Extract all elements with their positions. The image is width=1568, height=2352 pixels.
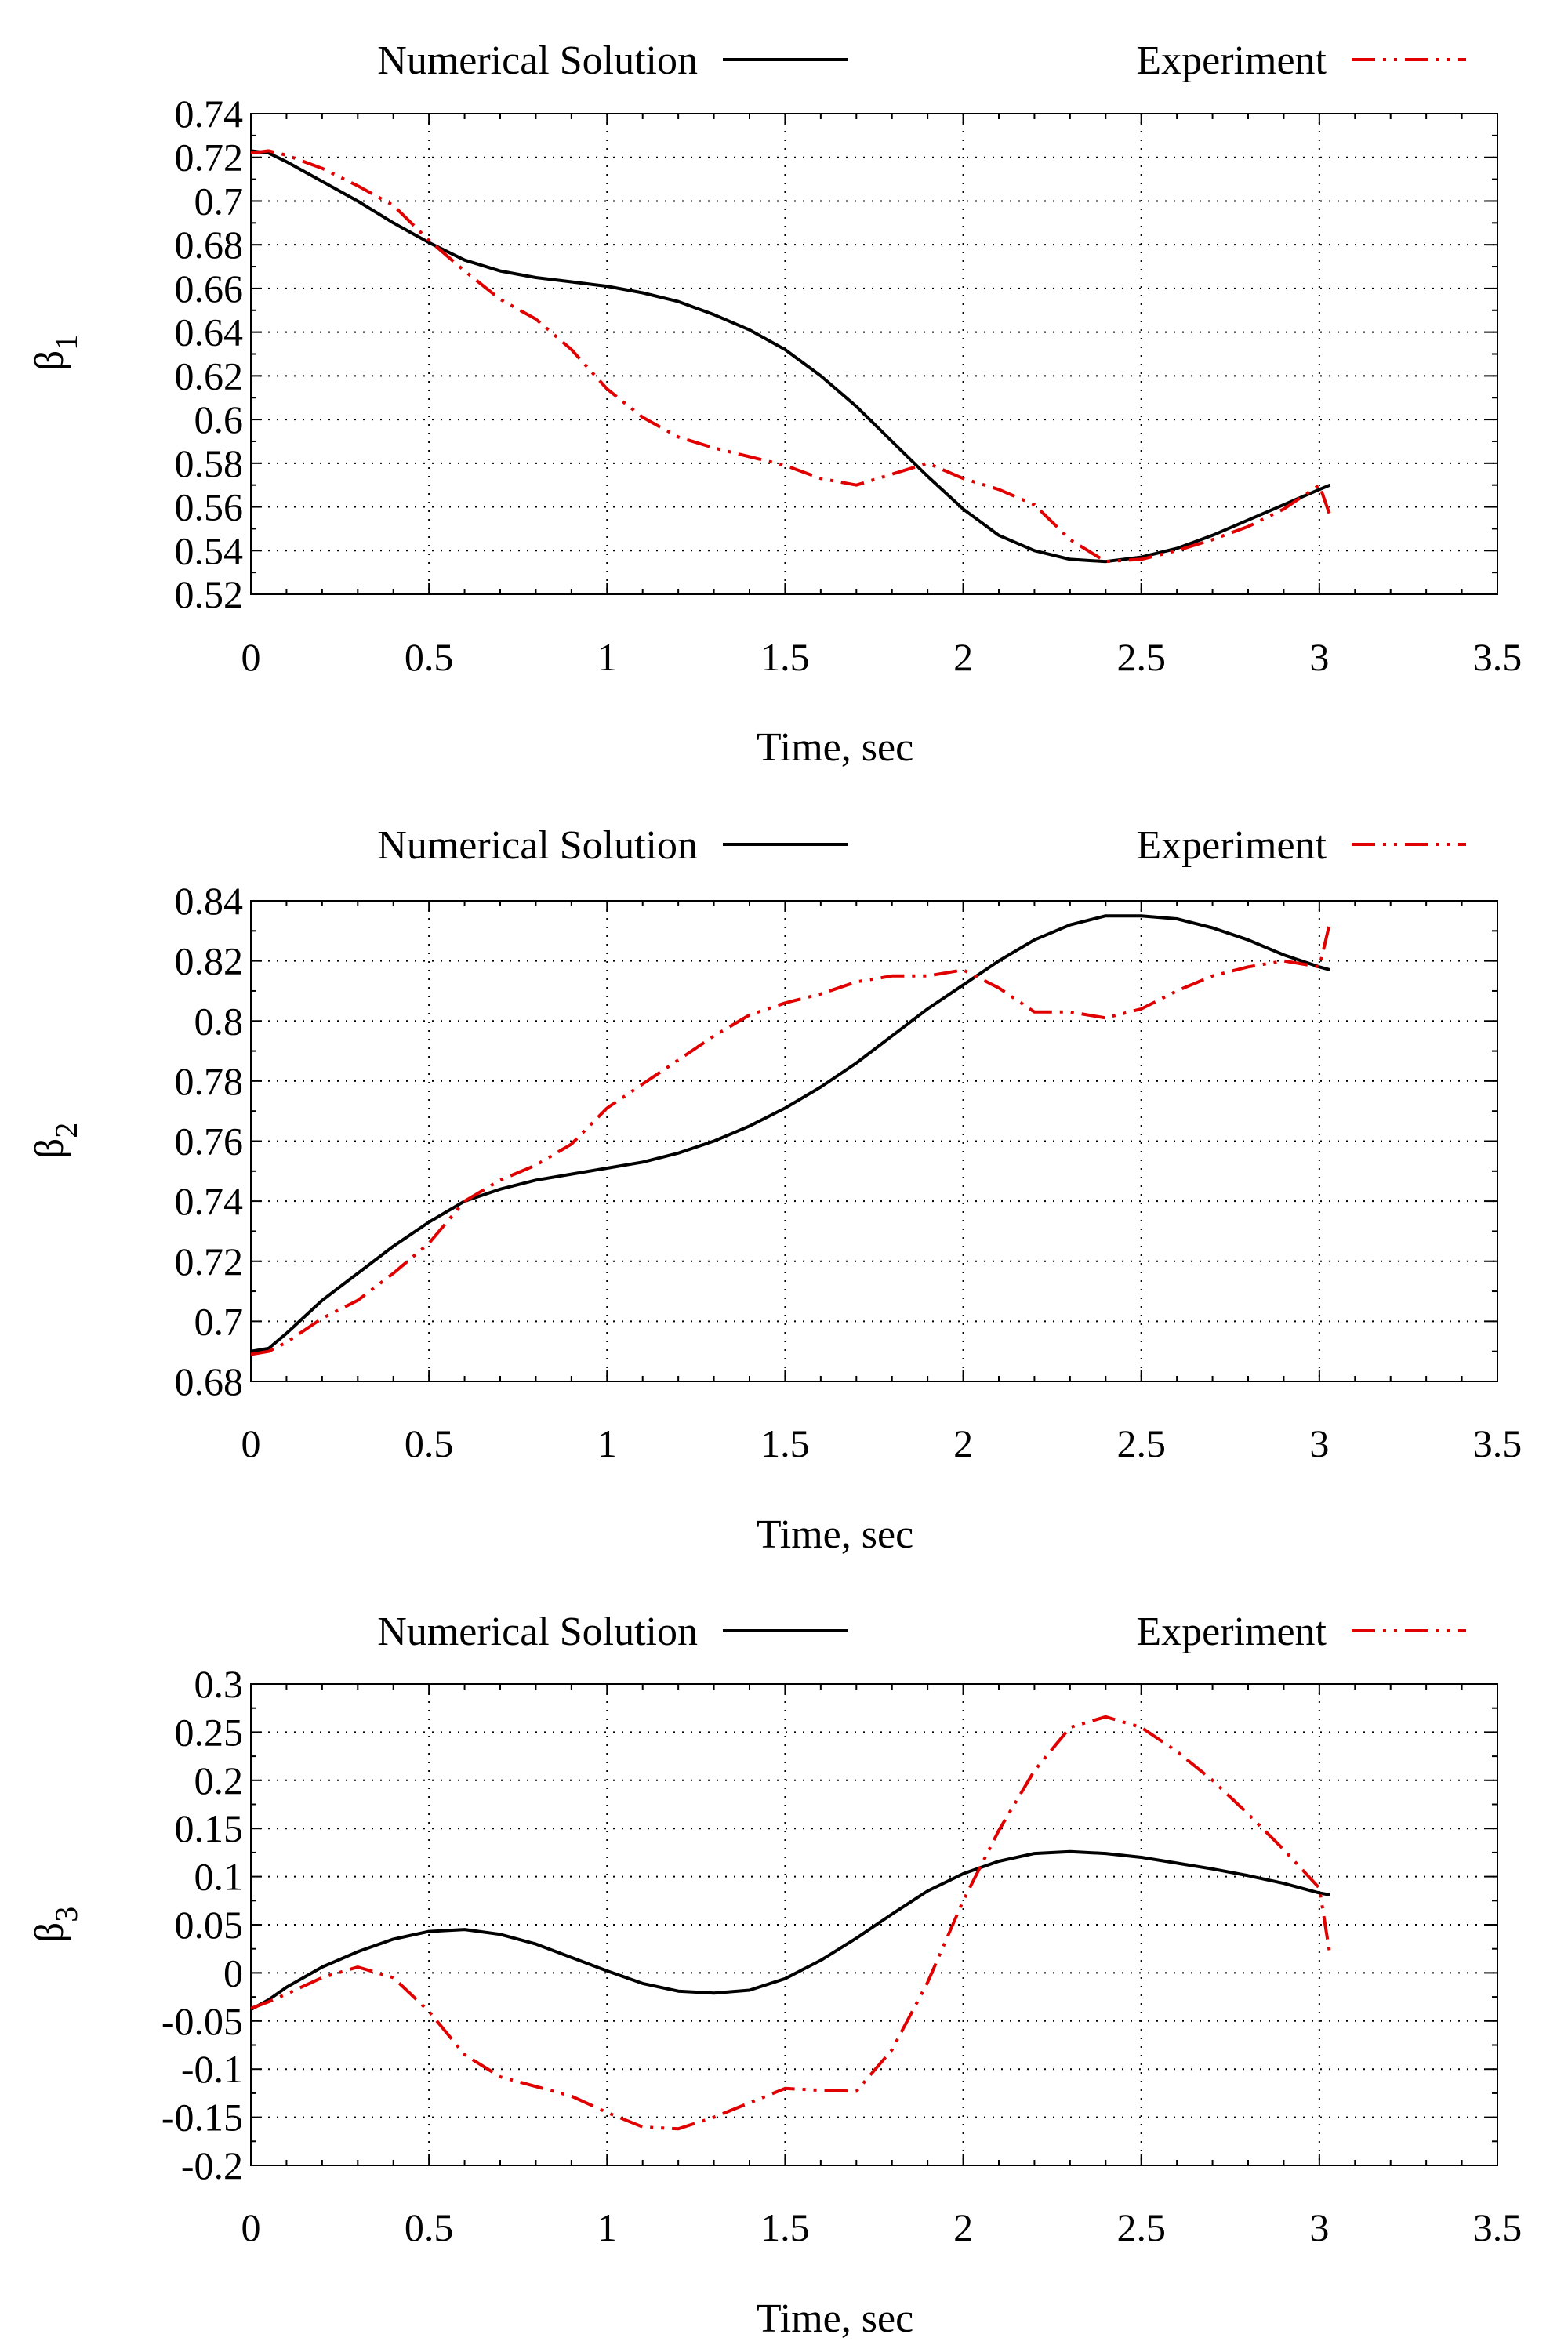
x-tick-label: 1	[597, 2205, 617, 2249]
y-axis-label-main: β	[27, 350, 72, 371]
legend-label-experiment: Experiment	[1136, 38, 1327, 83]
plot-frame	[250, 900, 1498, 1382]
y-tick-label: 0.25	[175, 1710, 244, 1754]
series-line-experiment	[250, 921, 1332, 1356]
y-axis-label-sub: 1	[49, 335, 84, 350]
y-axis-label: β1	[27, 335, 84, 371]
y-tick-label: 0.74	[175, 1179, 244, 1223]
y-tick-label: -0.1	[181, 2047, 243, 2091]
grid	[251, 114, 1497, 594]
y-axis-label: β3	[27, 1907, 84, 1943]
y-tick-label: 0.15	[175, 1806, 244, 1850]
x-tick-label: 2.5	[1116, 1421, 1166, 1465]
y-tick-label: 0.6	[194, 397, 244, 441]
legend-label-experiment: Experiment	[1136, 1610, 1327, 1654]
y-axis-label: β2	[27, 1123, 84, 1159]
y-tick-label: -0.2	[181, 2143, 243, 2187]
legend-label-experiment: Experiment	[1136, 823, 1327, 868]
y-tick-label: 0.7	[194, 179, 244, 223]
x-tick-label: 0.5	[405, 2205, 454, 2249]
y-tick-label: 0	[223, 1951, 243, 1994]
x-tick-label: 1	[597, 1421, 617, 1465]
y-tick-label: 0.78	[175, 1059, 244, 1103]
legend: Numerical Solution Experiment	[377, 38, 1466, 83]
series-line-experiment	[250, 149, 1332, 564]
grid	[251, 901, 1497, 1381]
x-tick-label: 3.5	[1473, 2205, 1523, 2249]
x-axis-label: Time, sec	[757, 1512, 913, 1557]
x-tick-label: 3.5	[1473, 1421, 1523, 1465]
series-line-numerical	[250, 149, 1331, 564]
x-tick-label: 2	[953, 1421, 973, 1465]
y-tick-label: 0.72	[175, 1240, 244, 1283]
y-tick-label: 0.82	[175, 939, 244, 983]
plot-frame	[250, 1683, 1498, 2166]
y-tick-label: 0.56	[175, 485, 244, 529]
x-tick-label: 2.5	[1116, 635, 1166, 679]
y-tick-label: 0.8	[194, 999, 244, 1043]
legend-label-numerical: Numerical Solution	[377, 1610, 698, 1654]
x-tick-label: 0.5	[405, 635, 454, 679]
chart-panel-3: Numerical Solution Experiment 0 0.5 1 1.5 2 2.5…	[27, 1610, 1522, 2341]
y-tick-label: 0.54	[175, 528, 244, 572]
y-tick-label: 0.58	[175, 441, 244, 485]
y-tick-label: 0.66	[175, 267, 244, 310]
legend: Numerical Solution Experiment	[377, 1610, 1466, 1654]
plot-frame	[250, 113, 1498, 595]
y-axis-label-sub: 2	[49, 1123, 84, 1138]
y-axis-label-main: β	[27, 1922, 72, 1943]
y-tick-label: 0.2	[194, 1759, 244, 1802]
chart-panel-2: Numerical Solution Experiment 0 0.5 1 1.5 2 2.5…	[27, 823, 1522, 1557]
x-tick-label: 0	[241, 635, 261, 679]
x-tick-label: 3	[1309, 1421, 1329, 1465]
y-tick-label: 0.68	[175, 1359, 244, 1403]
x-tick-label: 1	[597, 635, 617, 679]
axes: 0 0.5 1 1.5 2 2.5 3 3.5-0.2-0.15-0.1-0.0500.050…	[162, 1662, 1522, 2249]
y-tick-label: 0.68	[175, 223, 244, 267]
y-tick-label: 0.1	[194, 1855, 244, 1899]
y-tick-label: 0.7	[194, 1299, 244, 1343]
series-line-numerical	[250, 914, 1331, 1353]
y-tick-label: 0.84	[175, 879, 244, 923]
series-line-numerical	[250, 1849, 1330, 2011]
x-tick-label: 0	[241, 2205, 261, 2249]
x-tick-label: 1.5	[760, 2205, 810, 2249]
x-tick-label: 0.5	[405, 1421, 454, 1465]
x-tick-label: 2.5	[1116, 2205, 1166, 2249]
y-tick-label: -0.05	[162, 1999, 243, 2043]
legend-label-numerical: Numerical Solution	[377, 823, 698, 868]
y-tick-label: 0.76	[175, 1120, 244, 1163]
x-axis-label: Time, sec	[757, 2296, 913, 2341]
y-tick-label: 0.62	[175, 354, 244, 397]
y-tick-label: 0.74	[175, 92, 244, 136]
x-tick-label: 3	[1309, 635, 1329, 679]
x-tick-label: 2	[953, 2205, 973, 2249]
x-axis-label: Time, sec	[757, 725, 913, 770]
x-tick-label: 3	[1309, 2205, 1329, 2249]
y-tick-label: 0.3	[194, 1662, 244, 1706]
grid	[251, 1684, 1497, 2165]
y-tick-label: -0.15	[162, 2096, 243, 2140]
y-tick-label: 0.05	[175, 1903, 244, 1947]
axes: 0 0.5 1 1.5 2 2.5 3 3.5 0.68 0.7 0.72 0.74 0.76 0.78 0…	[175, 879, 1523, 1465]
legend-label-numerical: Numerical Solution	[377, 38, 698, 83]
legend: Numerical Solution Experiment	[377, 823, 1466, 868]
chart-panel-1: Numerical Solution Experiment 0 0.5 1 1.5 2 2.5…	[27, 38, 1522, 770]
series-line-experiment	[250, 1715, 1332, 2131]
y-tick-label: 0.72	[175, 136, 244, 180]
x-tick-label: 3.5	[1473, 635, 1523, 679]
x-tick-label: 0	[241, 1421, 261, 1465]
x-tick-label: 1.5	[760, 635, 810, 679]
y-axis-label-main: β	[27, 1138, 72, 1159]
x-tick-label: 2	[953, 635, 973, 679]
x-tick-label: 1.5	[760, 1421, 810, 1465]
y-axis-label-sub: 3	[49, 1907, 84, 1922]
y-tick-label: 0.64	[175, 310, 244, 354]
axes: 0 0.5 1 1.5 2 2.5 3 3.50.520.540.560.580.60.620…	[175, 92, 1523, 679]
y-tick-label: 0.52	[175, 572, 244, 616]
